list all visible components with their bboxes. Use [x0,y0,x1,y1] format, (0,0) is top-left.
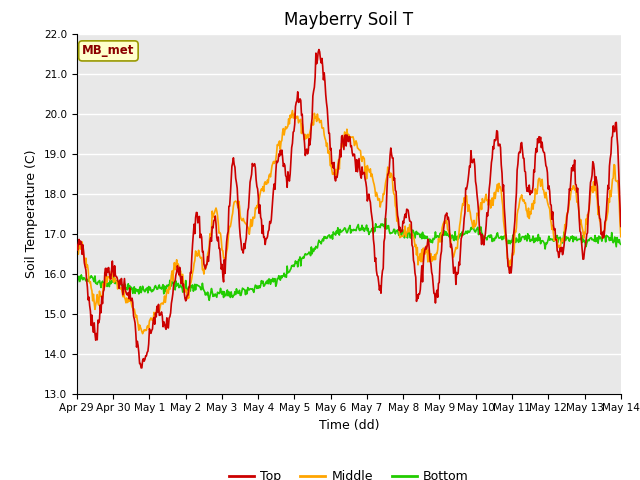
Top [137,365,145,371]
Bottom [83,278,90,284]
Bottom [73,281,81,287]
Bottom [617,241,625,247]
Top [433,291,440,297]
Bottom [417,235,424,240]
Line: Bottom: Bottom [77,218,621,300]
Line: Top: Top [77,49,621,368]
Middle [83,264,90,270]
Middle [73,257,81,263]
X-axis label: Time (dd): Time (dd) [319,419,379,432]
Text: MB_met: MB_met [82,44,134,58]
Top [223,232,231,238]
Bottom [433,235,440,240]
Middle [140,329,147,335]
Bottom [223,287,231,293]
Top [73,242,81,248]
Middle [417,251,424,256]
Bottom [194,283,202,288]
Line: Middle: Middle [77,110,621,334]
Middle [223,246,231,252]
Top [140,356,147,361]
Legend: Top, Middle, Bottom: Top, Middle, Bottom [224,465,474,480]
Bottom [139,283,147,289]
Top [417,287,424,292]
Top [617,224,625,229]
Middle [617,234,625,240]
Top [195,216,202,222]
Bottom [381,216,389,221]
Middle [195,247,202,253]
Top [83,277,90,283]
Middle [433,251,440,256]
Top [315,47,323,52]
Middle [139,331,147,336]
Bottom [205,298,213,303]
Middle [289,108,296,113]
Y-axis label: Soil Temperature (C): Soil Temperature (C) [26,149,38,278]
Title: Mayberry Soil T: Mayberry Soil T [284,11,413,29]
